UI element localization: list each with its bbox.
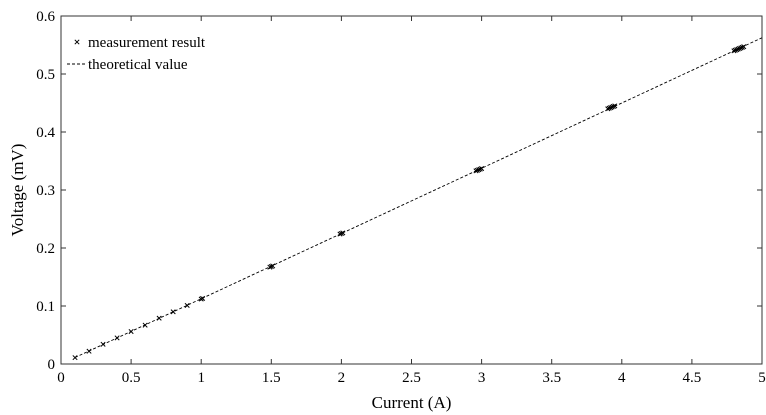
data-point <box>72 355 78 361</box>
data-point <box>612 103 618 109</box>
data-point <box>100 341 106 347</box>
x-tick-label: 5 <box>758 370 766 386</box>
x-tick-label: 0.5 <box>122 370 141 386</box>
x-tick-label: 4 <box>618 370 626 386</box>
data-point <box>739 44 745 50</box>
plot-area <box>60 15 763 365</box>
legend-x-marker <box>74 39 80 45</box>
y-tick-label: 0.1 <box>36 299 55 315</box>
data-point <box>609 104 615 110</box>
data-point <box>337 231 343 237</box>
theoretical-line <box>74 37 763 358</box>
x-tick-label: 0 <box>57 370 65 386</box>
data-point <box>476 167 482 173</box>
data-point <box>734 47 740 53</box>
y-tick-label: 0 <box>48 357 56 373</box>
data-point <box>338 230 344 237</box>
data-point <box>735 46 741 52</box>
data-point <box>731 48 737 54</box>
data-point <box>200 295 206 302</box>
data-point <box>474 167 480 173</box>
data-point <box>128 328 134 335</box>
x-axis-ticks: 0 0.5 1 1.5 2 2.5 3 3.5 4 4.5 5 <box>57 16 766 386</box>
data-point <box>610 103 616 110</box>
y-tick-label: 0.4 <box>36 125 55 141</box>
y-tick-label: 0.2 <box>36 241 55 257</box>
data-point <box>732 47 738 53</box>
theoretical-line-layer <box>74 37 763 358</box>
data-point <box>142 322 148 328</box>
x-tick-label: 2.5 <box>402 370 421 386</box>
x-tick-label: 2 <box>338 370 346 386</box>
data-point <box>473 168 479 174</box>
y-tick-label: 0.5 <box>36 67 55 83</box>
y-tick-label: 0.3 <box>36 183 55 199</box>
y-axis-ticks: 0 0.1 0.2 0.3 0.4 0.5 0.6 <box>36 9 762 373</box>
legend-label-measurement: measurement result <box>88 35 206 51</box>
data-point <box>741 44 747 50</box>
legend-label-theoretical: theoretical value <box>88 57 188 73</box>
legend: measurement result theoretical value <box>67 35 206 73</box>
data-point <box>86 348 92 354</box>
data-point <box>114 335 120 341</box>
x-tick-label: 3 <box>478 370 486 386</box>
data-point <box>184 302 190 308</box>
data-point <box>737 45 743 52</box>
data-point <box>608 105 614 111</box>
x-tick-label: 1.5 <box>262 370 281 386</box>
data-point <box>267 264 273 270</box>
x-axis-label: Current (A) <box>372 393 452 412</box>
y-axis-label: Voltage (mV) <box>8 144 27 237</box>
data-point <box>738 45 744 51</box>
x-tick-label: 1 <box>197 370 205 386</box>
x-tick-label: 4.5 <box>683 370 702 386</box>
data-point <box>268 264 274 270</box>
data-point <box>198 296 204 302</box>
data-point <box>477 166 483 172</box>
y-tick-label: 0.6 <box>36 9 55 25</box>
data-point <box>340 230 346 236</box>
measurement-points-layer <box>72 44 747 361</box>
data-point <box>606 105 612 111</box>
x-tick-label: 3.5 <box>542 370 561 386</box>
data-point <box>605 106 611 112</box>
data-point <box>479 165 485 172</box>
data-point <box>156 315 162 321</box>
legend-marker-measurement <box>74 39 80 45</box>
data-point <box>170 309 176 315</box>
data-point <box>270 263 276 269</box>
